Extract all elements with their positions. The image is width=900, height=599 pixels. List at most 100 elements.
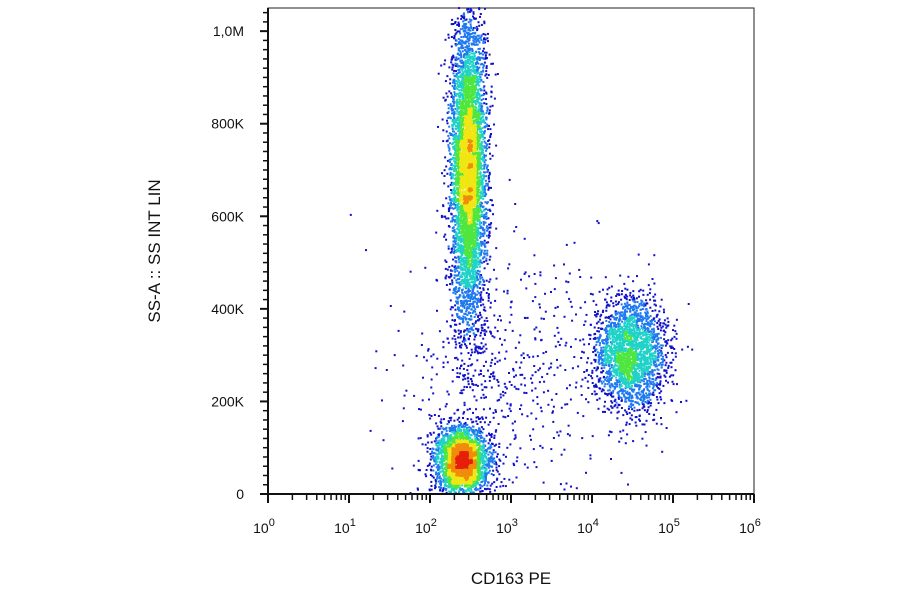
data-point: [463, 19, 466, 22]
data-point: [661, 450, 664, 453]
data-point: [453, 334, 456, 337]
data-point: [409, 270, 412, 273]
data-point: [440, 216, 443, 219]
data-point: [459, 265, 462, 268]
data-point: [485, 472, 488, 475]
data-point: [451, 380, 454, 383]
data-point: [451, 176, 454, 178]
data-point: [462, 73, 465, 76]
data-point: [589, 292, 592, 295]
data-point: [481, 130, 484, 133]
data-point: [452, 147, 455, 150]
data-point: [641, 328, 644, 331]
data-point: [457, 306, 460, 309]
data-point: [595, 303, 598, 306]
data-point: [640, 390, 643, 393]
data-point: [641, 372, 644, 375]
data-point: [656, 398, 659, 401]
data-point: [461, 276, 463, 278]
data-point: [461, 267, 464, 270]
data-point: [642, 331, 645, 334]
data-point: [484, 221, 487, 224]
data-point: [458, 278, 461, 280]
data-point: [672, 374, 675, 377]
data-point: [485, 218, 488, 220]
data-point: [455, 73, 458, 75]
data-point: [476, 60, 479, 63]
data-point: [473, 333, 476, 336]
data-point: [480, 78, 483, 81]
data-point: [478, 47, 481, 50]
data-point: [505, 387, 508, 390]
data-point: [465, 310, 468, 313]
data-point: [640, 348, 643, 351]
data-point: [649, 354, 652, 357]
data-point: [455, 44, 458, 47]
data-point: [492, 451, 495, 454]
data-point: [634, 315, 637, 318]
data-point: [651, 333, 654, 336]
data-point: [681, 348, 684, 351]
data-point: [440, 432, 443, 435]
data-point: [604, 298, 607, 301]
data-point: [485, 467, 488, 470]
data-point: [482, 133, 484, 136]
data-point: [470, 19, 473, 22]
data-point: [459, 488, 462, 491]
data-point: [480, 204, 483, 207]
data-point: [640, 350, 643, 353]
data-point: [509, 404, 512, 407]
data-point: [463, 307, 466, 309]
data-point: [455, 274, 458, 277]
data-point: [636, 385, 639, 388]
data-point: [504, 385, 507, 388]
data-point: [492, 474, 495, 477]
data-point: [467, 431, 470, 434]
data-point: [651, 278, 654, 280]
data-point: [489, 136, 492, 139]
data-point: [617, 301, 620, 304]
data-point: [451, 431, 454, 434]
data-point: [493, 375, 496, 378]
data-point: [524, 271, 527, 274]
data-point: [456, 418, 459, 421]
data-point: [508, 380, 511, 383]
data-point: [456, 300, 459, 303]
data-point: [349, 213, 352, 216]
data-point: [488, 180, 491, 183]
data-point: [485, 182, 488, 185]
data-point: [529, 434, 532, 437]
data-point: [499, 396, 502, 399]
data-point: [640, 336, 642, 339]
data-point: [481, 298, 484, 301]
data-point: [468, 51, 471, 54]
data-point: [443, 182, 446, 185]
data-point: [626, 325, 629, 328]
data-point: [482, 303, 485, 306]
data-point: [480, 261, 483, 264]
data-point: [455, 279, 458, 282]
data-point: [477, 488, 480, 491]
data-point: [611, 327, 614, 330]
data-point: [623, 312, 626, 315]
data-point: [595, 322, 598, 325]
data-point: [575, 487, 578, 490]
data-point: [671, 351, 674, 354]
data-point: [666, 325, 669, 328]
data-point: [654, 346, 656, 349]
data-point: [489, 226, 492, 229]
data-point: [440, 421, 443, 424]
data-point: [486, 108, 489, 110]
data-point: [451, 105, 453, 107]
data-point: [468, 432, 470, 435]
data-point: [453, 35, 456, 37]
data-point: [446, 119, 448, 122]
data-point: [485, 102, 488, 105]
data-point: [451, 112, 453, 115]
data-point: [464, 281, 467, 284]
data-point: [620, 376, 623, 379]
data-point: [598, 379, 601, 382]
data-point: [646, 409, 649, 412]
data-point: [620, 303, 623, 306]
